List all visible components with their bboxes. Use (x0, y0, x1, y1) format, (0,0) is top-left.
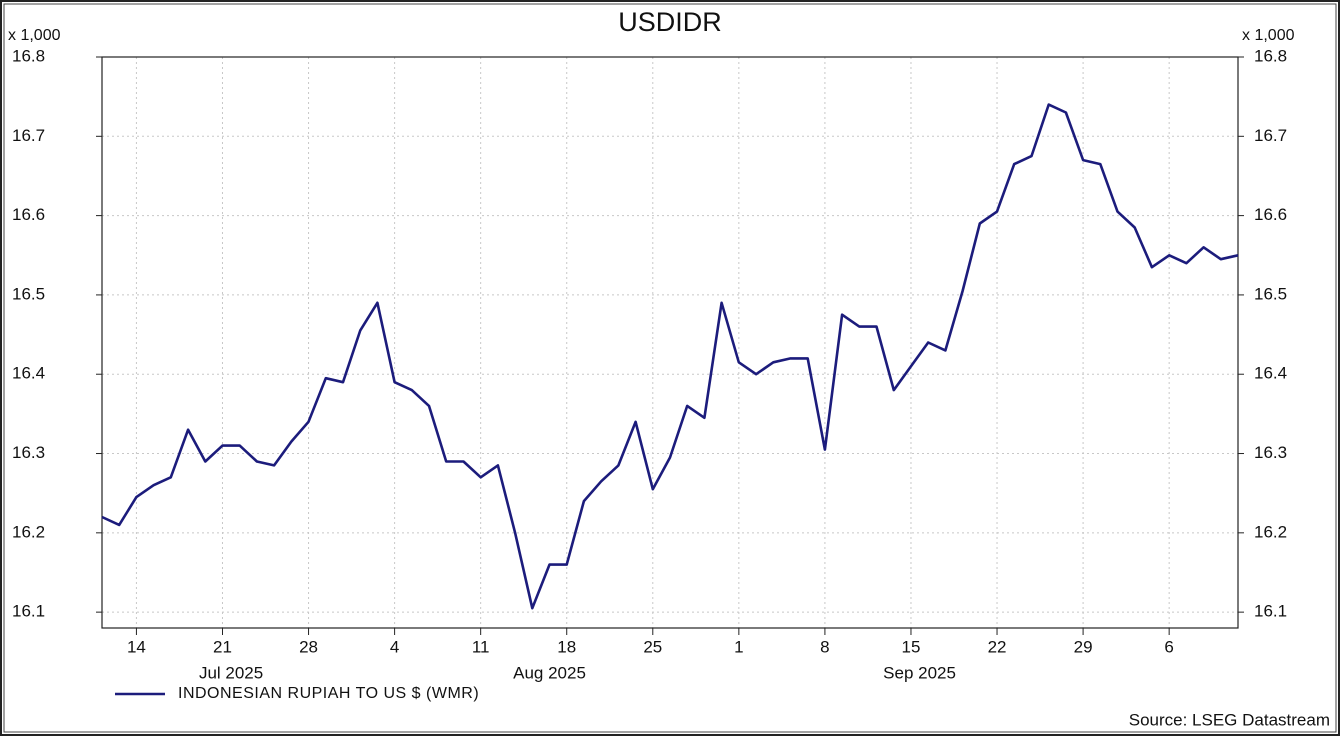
x-tick-label: 4 (390, 637, 399, 656)
legend-label: INDONESIAN RUPIAH TO US $ (WMR) (178, 685, 479, 702)
y-tick-label: 16.2 (12, 522, 45, 541)
month-label: Jul 2025 (199, 663, 263, 682)
x-tick-label: 14 (127, 637, 146, 656)
y2-tick-label: 16.8 (1254, 46, 1287, 65)
y2-unit-label: x 1,000 (1242, 27, 1295, 44)
x-tick-label: 25 (643, 637, 662, 656)
y2-tick-label: 16.2 (1254, 522, 1287, 541)
x-tick-label: 29 (1074, 637, 1093, 656)
data-line (101, 103, 1239, 610)
y-tick-label: 16.5 (12, 284, 45, 303)
month-label: Aug 2025 (513, 663, 586, 682)
x-tick-label: 22 (988, 637, 1007, 656)
y2-tick-label: 16.6 (1254, 205, 1287, 224)
y-tick-label: 16.7 (12, 126, 45, 145)
y-tick-label: 16.1 (12, 602, 45, 621)
month-label: Sep 2025 (883, 663, 956, 682)
x-tick-label: 11 (472, 637, 490, 656)
x-tick-label: 28 (299, 637, 318, 656)
inner-border (3, 3, 1337, 733)
chart-title: USDIDR (618, 7, 722, 37)
y-tick-label: 16.6 (12, 205, 45, 224)
x-tick-label: 6 (1164, 637, 1173, 656)
x-tick-label: 1 (734, 637, 743, 656)
y-tick-label: 16.4 (12, 364, 45, 383)
y2-tick-label: 16.3 (1254, 443, 1287, 462)
y-tick-label: 16.8 (12, 46, 45, 65)
plot-frame (101, 56, 1239, 629)
x-tick-label: 8 (820, 637, 829, 656)
y-unit-label: x 1,000 (8, 27, 61, 44)
y2-tick-label: 16.7 (1254, 126, 1287, 145)
y2-tick-label: 16.4 (1254, 364, 1287, 383)
y2-tick-label: 16.5 (1254, 284, 1287, 303)
y-tick-label: 16.3 (12, 443, 45, 462)
x-tick-label: 21 (213, 637, 232, 656)
x-tick-label: 18 (557, 637, 576, 656)
x-tick-label: 15 (902, 637, 921, 656)
source-note: Source: LSEG Datastream (1129, 710, 1330, 729)
y2-tick-label: 16.1 (1254, 602, 1287, 621)
